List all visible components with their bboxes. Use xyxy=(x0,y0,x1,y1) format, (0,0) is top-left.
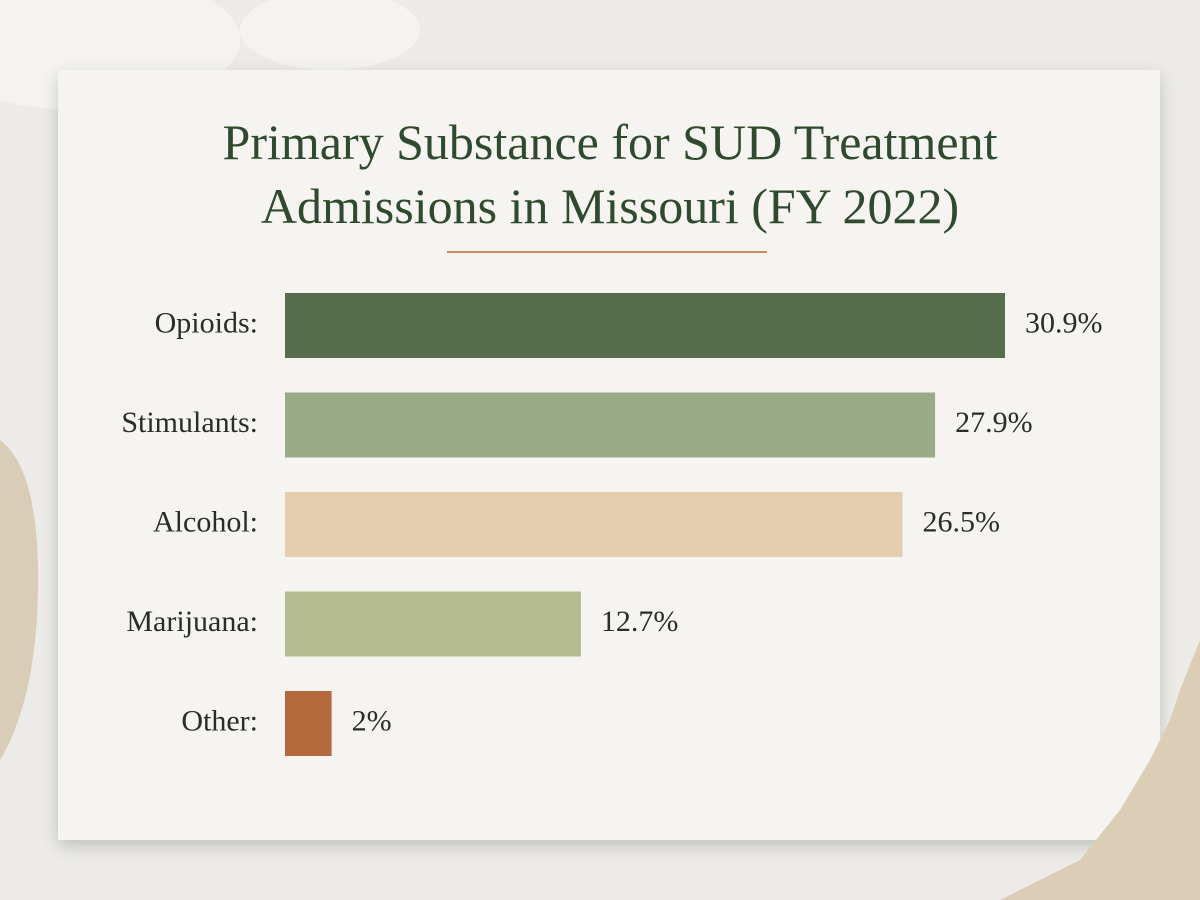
light-shape xyxy=(240,0,420,70)
category-label: Opioids: xyxy=(155,306,258,339)
stone xyxy=(0,440,39,760)
category-label: Alcohol: xyxy=(153,505,258,538)
value-label: 26.5% xyxy=(922,505,1000,538)
category-label: Marijuana: xyxy=(126,605,258,638)
value-label: 12.7% xyxy=(601,605,679,638)
bar xyxy=(285,492,903,557)
value-label: 27.9% xyxy=(955,406,1033,439)
chart-title: Primary Substance for SUD Treatment Admi… xyxy=(222,114,998,234)
bar xyxy=(285,293,1005,358)
value-label: 30.9% xyxy=(1025,306,1103,339)
category-label: Other: xyxy=(181,704,258,737)
torn-paper xyxy=(1000,640,1200,900)
bar xyxy=(285,691,332,756)
category-label: Stimulants: xyxy=(121,406,258,439)
bar xyxy=(285,591,581,657)
value-label: 2% xyxy=(352,704,392,737)
bar xyxy=(285,392,936,458)
